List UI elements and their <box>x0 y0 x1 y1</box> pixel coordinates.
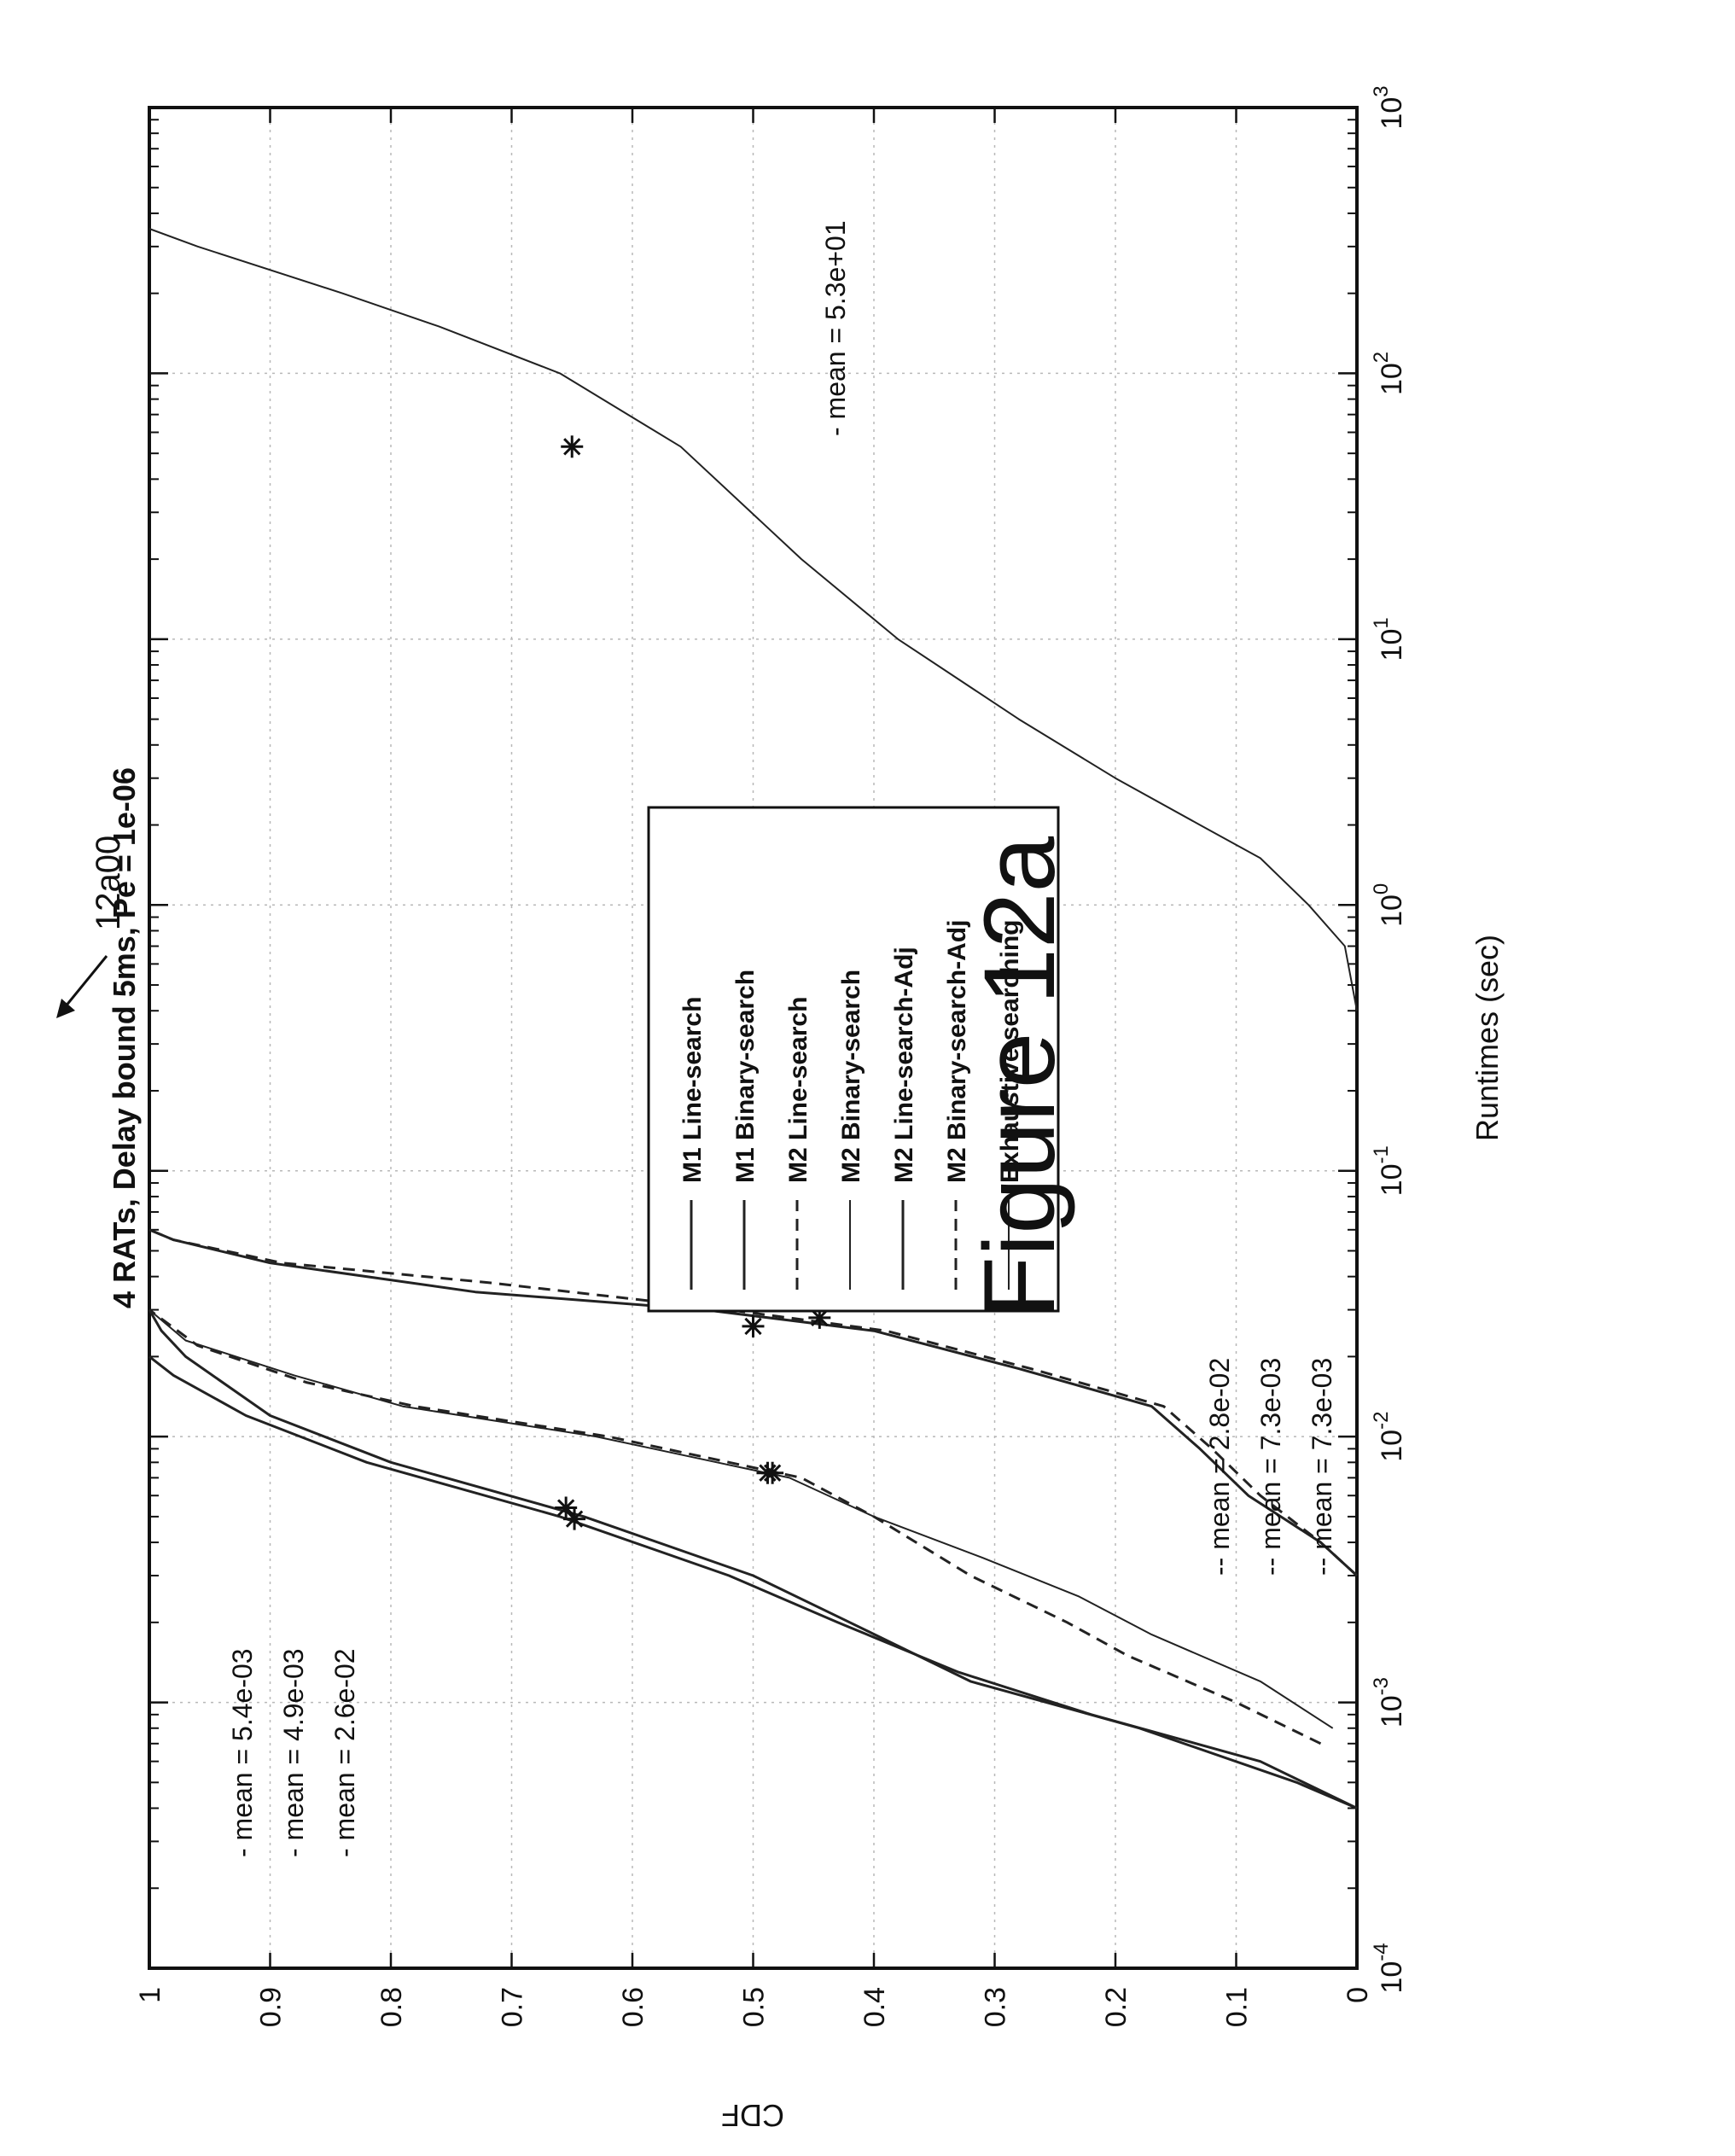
x-tick-label: 102 <box>1370 352 1408 395</box>
figure-reference: 12a00 <box>56 836 127 1018</box>
mean-marker <box>555 1496 578 1519</box>
mean-marker <box>742 1314 765 1337</box>
y-tick-label: 0.9 <box>255 1987 288 2027</box>
legend-entry: M1 Binary-search <box>731 970 760 1183</box>
y-tick-label: 0 <box>1342 1987 1374 2003</box>
mean-markers <box>555 435 831 1530</box>
annotation-mean: - mean = 5.3e+01 <box>820 220 851 436</box>
x-tick-labels: 10-4 10-3 10-2 10-1 100 101 102 103 <box>1370 85 1408 1993</box>
x-tick-label: 10-3 <box>1370 1677 1408 1728</box>
mean-marker <box>561 435 584 458</box>
x-tick-label: 10-1 <box>1370 1145 1408 1196</box>
series-line <box>148 228 1358 1011</box>
y-axis-label: CDF <box>721 2098 784 2133</box>
legend-box <box>647 806 1060 1313</box>
mean-marker <box>563 1507 586 1530</box>
legend-entry: M2 Binary-search <box>837 970 865 1183</box>
y-tick-label: 0.7 <box>497 1987 529 2027</box>
legend-entry: M2 Line-search <box>784 997 812 1183</box>
y-tick-label: 0.2 <box>1100 1987 1132 2027</box>
y-tick-label: 0.8 <box>376 1987 408 2027</box>
legend-entry: M2 Line-search-Adj <box>890 947 918 1183</box>
y-tick-label: 1 <box>134 1987 166 2003</box>
x-axis-label: Runtimes (sec) <box>1470 935 1505 1141</box>
mean-marker <box>761 1461 784 1484</box>
annotation-mean: -- mean = 7.3e-03 <box>1255 1358 1286 1576</box>
annotation-mean: - mean = 2.6e-02 <box>329 1648 360 1857</box>
y-tick-label: 0.6 <box>617 1987 649 2027</box>
axis-ticks <box>148 106 1359 1970</box>
figure-caption: Figure 12a <box>964 836 1076 1319</box>
y-tick-label: 0.3 <box>980 1987 1012 2027</box>
chart-title: 4 RATs, Delay bound 5ms, Pe = 1e-06 <box>107 767 142 1308</box>
y-tick-labels: 0 0.1 0.2 0.3 0.4 0.5 0.6 0.7 0.8 0.9 1 <box>134 1987 1374 2027</box>
y-tick-label: 0.1 <box>1221 1987 1254 2027</box>
series-line <box>148 1355 1358 1809</box>
reference-arrow <box>60 955 108 1012</box>
annotations-mid: -- mean = 2.8e-02 -- mean = 7.3e-03 -- m… <box>1204 1358 1337 1576</box>
series-layer <box>148 228 1359 1809</box>
annotation-mean: - mean = 5.4e-03 <box>227 1648 258 1857</box>
annotation-mean: -- mean = 2.8e-02 <box>1204 1358 1235 1576</box>
series-line <box>148 1308 1334 1729</box>
x-tick-label: 10-4 <box>1370 1943 1408 1993</box>
annotation-mean: -- mean = 7.3e-03 <box>1307 1358 1337 1576</box>
x-tick-label: 103 <box>1370 85 1408 129</box>
series-line <box>148 1308 1358 1809</box>
series-line <box>148 1308 1322 1745</box>
legend-entry: M2 Binary-search-Adj <box>943 920 971 1183</box>
y-tick-label: 0.4 <box>859 1987 891 2027</box>
x-tick-label: 10-2 <box>1370 1412 1408 1462</box>
series-line <box>148 1228 1359 1577</box>
x-tick-label: 100 <box>1370 883 1408 927</box>
legend-entry: M1 Line-search <box>678 997 707 1183</box>
x-tick-label: 101 <box>1370 617 1408 661</box>
legend: M1 Line-search M1 Binary-search M2 Line-se… <box>647 806 1060 1313</box>
figure-reference-label: 12a00 <box>90 836 127 930</box>
reference-arrow-head <box>56 999 75 1018</box>
annotations-left: - mean = 5.4e-03 - mean = 4.9e-03 - mean… <box>227 1648 360 1857</box>
y-tick-label: 0.5 <box>738 1987 771 2027</box>
legend-entry: Exhaustive searching <box>996 920 1024 1183</box>
annotation-mean: - mean = 4.9e-03 <box>278 1648 309 1857</box>
